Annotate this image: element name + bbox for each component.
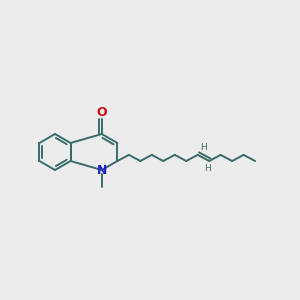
Text: N: N bbox=[97, 164, 107, 176]
Text: O: O bbox=[97, 106, 107, 119]
Text: H: H bbox=[200, 143, 207, 152]
Text: H: H bbox=[204, 164, 211, 173]
